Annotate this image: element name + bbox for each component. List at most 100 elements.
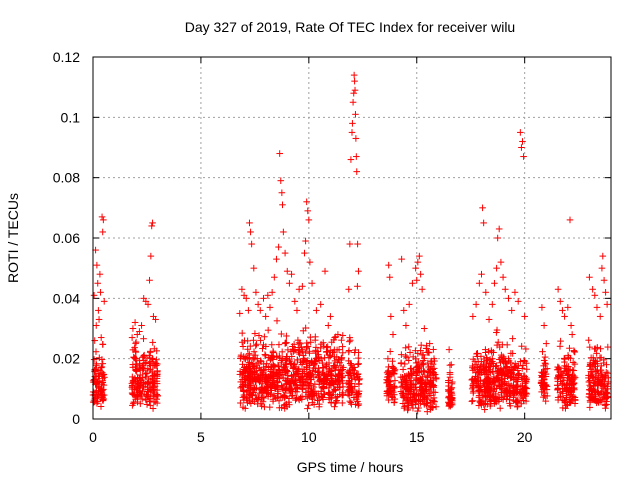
data-point	[414, 362, 422, 370]
data-point	[391, 395, 399, 403]
data-point	[262, 352, 269, 360]
data-point	[322, 363, 330, 370]
data-point	[264, 379, 271, 387]
data-point	[338, 354, 346, 362]
x-tick-label: 20	[517, 429, 533, 445]
data-point	[259, 371, 267, 378]
data-point	[417, 379, 424, 386]
data-point	[91, 366, 98, 374]
data-point	[251, 330, 259, 337]
data-point	[390, 367, 397, 374]
data-point	[246, 354, 253, 361]
data-point	[417, 398, 424, 405]
data-point	[284, 375, 292, 382]
data-point	[330, 348, 338, 356]
data-point	[310, 364, 317, 372]
data-point	[404, 406, 411, 414]
data-point	[318, 393, 326, 401]
data-point	[150, 385, 157, 393]
data-point	[243, 365, 251, 372]
data-point	[90, 356, 98, 363]
data-point	[250, 384, 258, 391]
data-point	[259, 398, 267, 406]
data-point	[406, 349, 414, 356]
data-point	[427, 363, 435, 370]
data-point	[271, 392, 278, 400]
data-point	[347, 399, 355, 406]
data-point	[509, 335, 516, 342]
data-point	[286, 401, 293, 408]
data-point	[407, 397, 415, 405]
data-point	[238, 383, 246, 390]
data-point	[306, 368, 313, 376]
data-point	[146, 396, 154, 404]
data-point	[326, 347, 334, 354]
data-point	[278, 382, 285, 389]
data-point	[255, 332, 263, 339]
data-point	[330, 387, 337, 395]
data-point	[307, 338, 314, 346]
data-point	[409, 404, 417, 412]
data-point	[388, 385, 396, 392]
data-point	[330, 381, 338, 389]
data-point	[289, 346, 297, 353]
data-point	[448, 384, 456, 392]
data-point	[310, 383, 317, 391]
data-point	[299, 378, 307, 386]
data-point	[335, 372, 342, 379]
data-point	[93, 399, 101, 407]
data-point	[274, 390, 282, 397]
data-point	[282, 363, 289, 371]
data-point	[469, 355, 477, 363]
data-point	[250, 389, 257, 396]
data-point	[345, 392, 353, 399]
data-point	[298, 393, 306, 400]
data-point	[339, 332, 347, 339]
data-point	[447, 396, 455, 404]
data-point	[345, 357, 352, 365]
data-point	[288, 392, 296, 400]
data-point	[281, 392, 288, 400]
data-point	[398, 351, 405, 358]
data-point	[132, 367, 140, 374]
data-point	[137, 400, 144, 408]
data-point	[92, 348, 100, 356]
data-point	[283, 355, 290, 363]
data-point	[446, 371, 454, 378]
data-point	[303, 339, 311, 347]
data-point	[344, 390, 352, 398]
data-point	[129, 373, 136, 381]
data-point	[429, 404, 437, 411]
data-point	[432, 375, 440, 383]
data-point	[97, 403, 105, 410]
data-point	[448, 395, 456, 403]
data-point	[93, 361, 100, 369]
data-point	[250, 336, 257, 344]
data-point	[265, 364, 272, 371]
data-point	[414, 407, 421, 415]
data-point	[401, 403, 408, 410]
data-point	[294, 336, 302, 344]
data-point	[473, 350, 480, 358]
data-point	[403, 353, 411, 361]
data-point	[281, 356, 289, 364]
data-point	[304, 384, 312, 392]
data-point	[238, 338, 246, 346]
data-point	[419, 385, 426, 392]
data-point	[275, 341, 283, 348]
data-point	[294, 344, 302, 351]
data-point	[246, 390, 254, 398]
data-point	[355, 400, 363, 408]
data-point	[430, 346, 437, 353]
y-tick-label: 0.02	[53, 351, 80, 367]
data-point	[239, 370, 247, 377]
data-point	[145, 378, 153, 386]
data-point	[407, 365, 414, 373]
data-point	[404, 402, 412, 409]
data-point	[332, 399, 339, 407]
data-point	[386, 388, 394, 396]
data-point	[249, 376, 256, 384]
data-point	[408, 381, 416, 388]
data-point	[130, 398, 138, 406]
y-tick-label: 0.12	[53, 49, 80, 65]
